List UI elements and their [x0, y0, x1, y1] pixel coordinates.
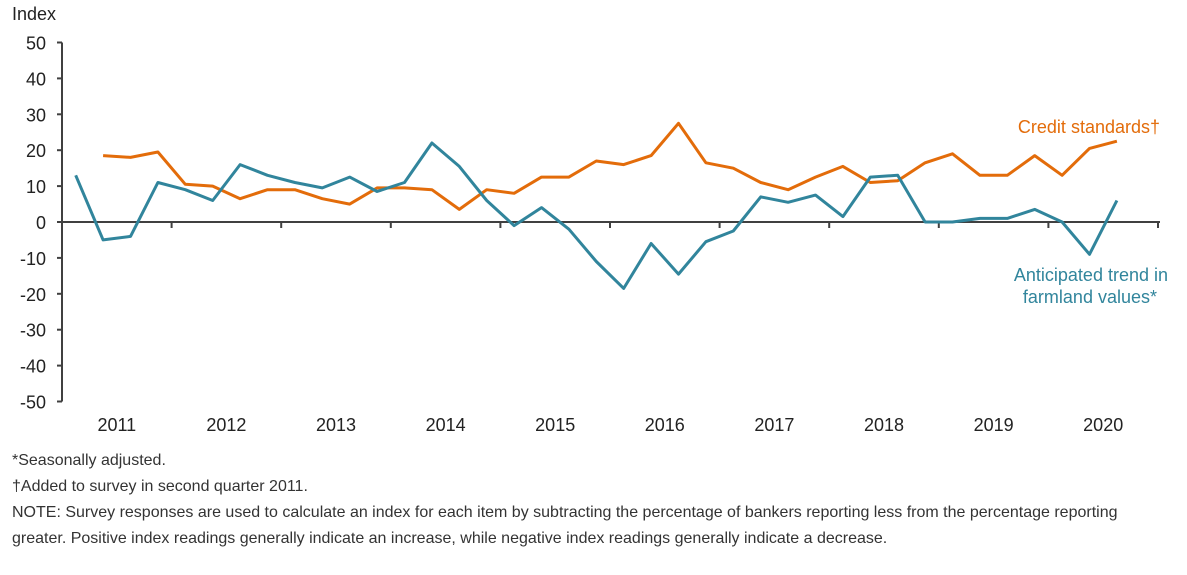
footnotes: *Seasonally adjusted. †Added to survey i… — [12, 448, 1172, 552]
series-line-0 — [103, 121, 1118, 211]
footnote-added: †Added to survey in second quarter 2011. — [12, 478, 308, 495]
x-tick-label: 2014 — [426, 415, 466, 435]
y-tick-label: 0 — [36, 213, 46, 233]
y-tick-label: 50 — [26, 34, 46, 54]
series-label-credit-standards: Credit standards† — [1018, 117, 1160, 137]
y-tick-label: -30 — [20, 321, 46, 341]
series-label-farmland-line1: Anticipated trend in — [1014, 265, 1168, 285]
x-tick-label: 2016 — [645, 415, 685, 435]
x-tick-label: 2018 — [864, 415, 904, 435]
y-tick-label: 20 — [26, 141, 46, 161]
y-axis-label: Index — [12, 4, 56, 24]
x-tick-label: 2012 — [206, 415, 246, 435]
y-tick-label: 40 — [26, 69, 46, 89]
y-tick-label: 30 — [26, 105, 46, 125]
x-tick-label: 2015 — [535, 415, 575, 435]
x-tick-label: 2017 — [754, 415, 794, 435]
y-tick-label: -10 — [20, 249, 46, 269]
y-tick-label: -50 — [20, 393, 46, 413]
series-line-1 — [74, 141, 1119, 290]
y-tick-label: -20 — [20, 285, 46, 305]
line-chart: Index 50 40 30 20 10 0 -10 -20 -30 -40 -50 2011 2012… — [12, 4, 1168, 435]
y-tick-label: 10 — [26, 177, 46, 197]
series-label-farmland-line2: farmland values* — [1023, 287, 1157, 307]
x-tick-label: 2013 — [316, 415, 356, 435]
x-tick-label: 2020 — [1083, 415, 1123, 435]
footnote-seasonal: *Seasonally adjusted. — [12, 452, 166, 469]
x-tick-label: 2011 — [97, 415, 136, 435]
footnote-note: NOTE: Survey responses are used to calcu… — [12, 504, 1118, 547]
y-tick-label: -40 — [20, 357, 46, 377]
x-tick-label: 2019 — [974, 415, 1014, 435]
